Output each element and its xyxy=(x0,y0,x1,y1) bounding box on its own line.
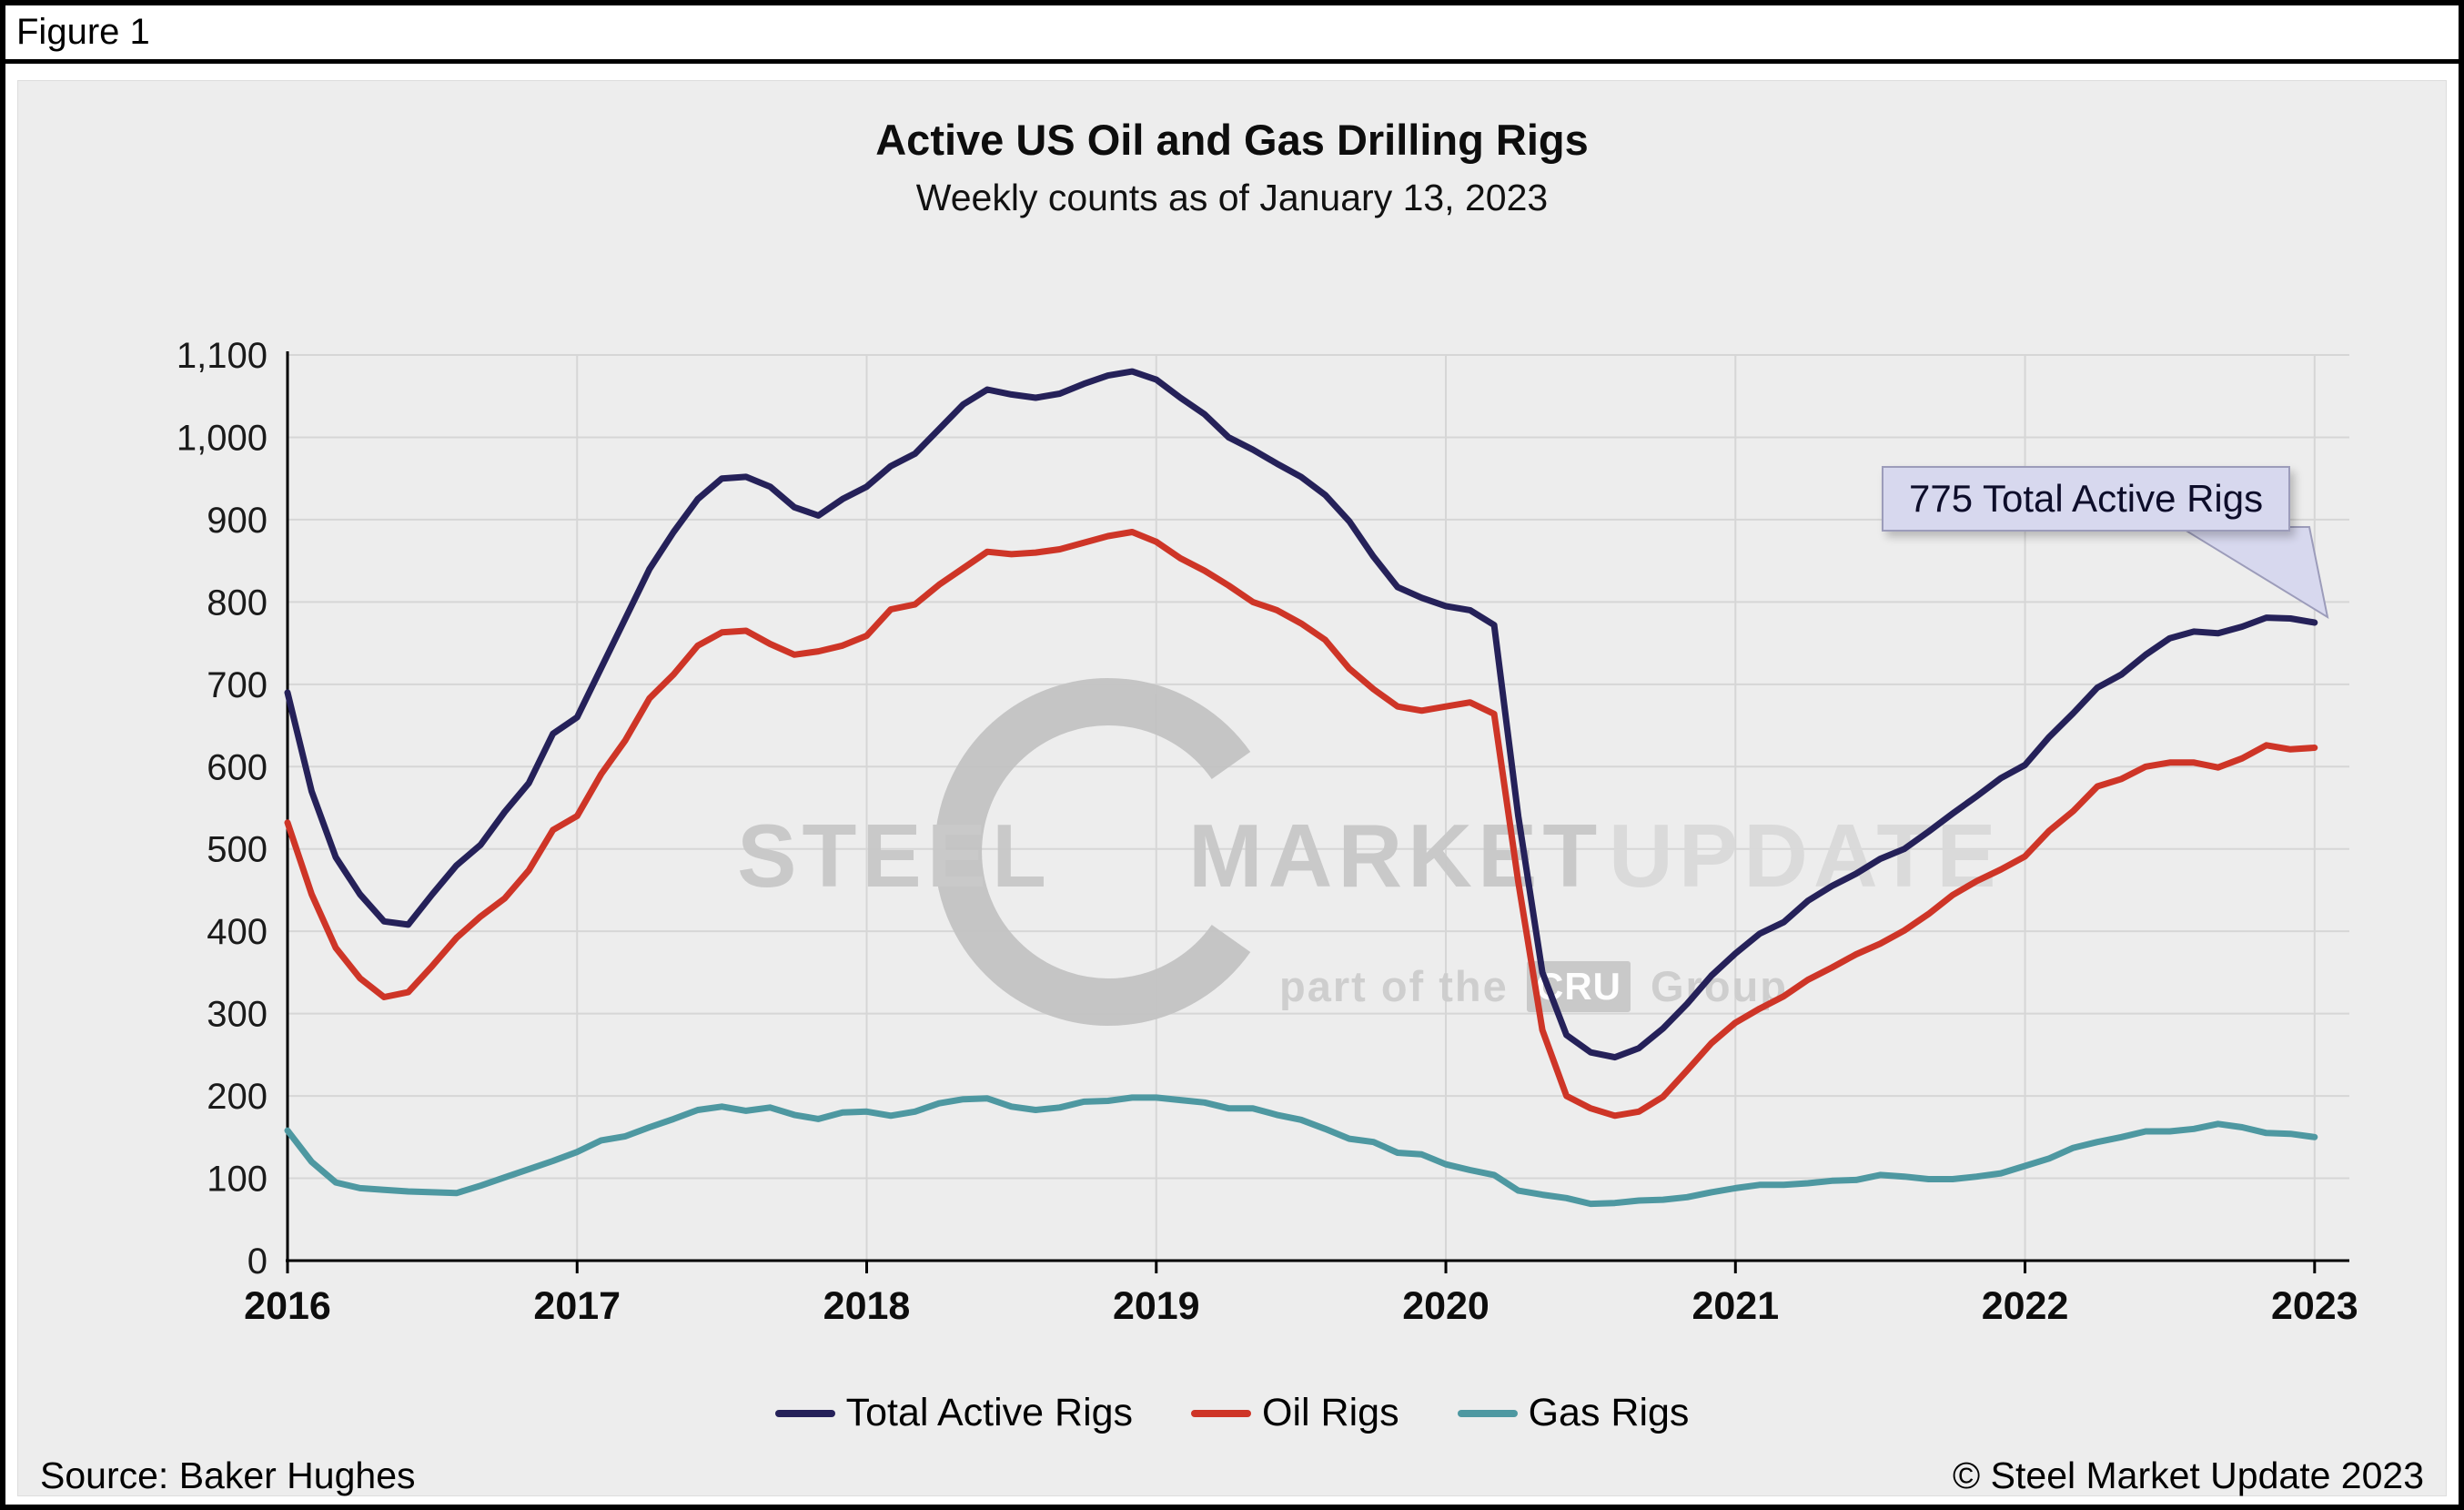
chart-panel xyxy=(18,81,2446,1495)
legend-item-oil-rigs: Oil Rigs xyxy=(1191,1391,1399,1435)
chart-subtitle: Weekly counts as of January 13, 2023 xyxy=(915,177,1549,218)
legend-label: Total Active Rigs xyxy=(845,1391,1134,1434)
legend-swatch xyxy=(1457,1409,1518,1417)
chart-title: Active US Oil and Gas Drilling Rigs xyxy=(875,116,1589,164)
copyright-text: © Steel Market Update 2023 xyxy=(1953,1454,2424,1496)
chart-legend: Total Active Rigs Oil Rigs Gas Rigs xyxy=(5,1391,2459,1435)
figure-strip: Figure 1 xyxy=(5,5,2459,64)
legend-label: Oil Rigs xyxy=(1262,1391,1399,1434)
legend-label: Gas Rigs xyxy=(1528,1391,1690,1434)
legend-item-total-active-rigs: Total Active Rigs xyxy=(774,1391,1134,1435)
figure-number-label: Figure 1 xyxy=(16,12,150,52)
legend-swatch xyxy=(774,1409,835,1417)
legend-item-gas-rigs: Gas Rigs xyxy=(1457,1391,1690,1435)
source-text: Source: Baker Hughes xyxy=(40,1454,416,1496)
legend-swatch xyxy=(1191,1409,1252,1417)
annotation-callout: 775 Total Active Rigs xyxy=(1882,466,2291,532)
